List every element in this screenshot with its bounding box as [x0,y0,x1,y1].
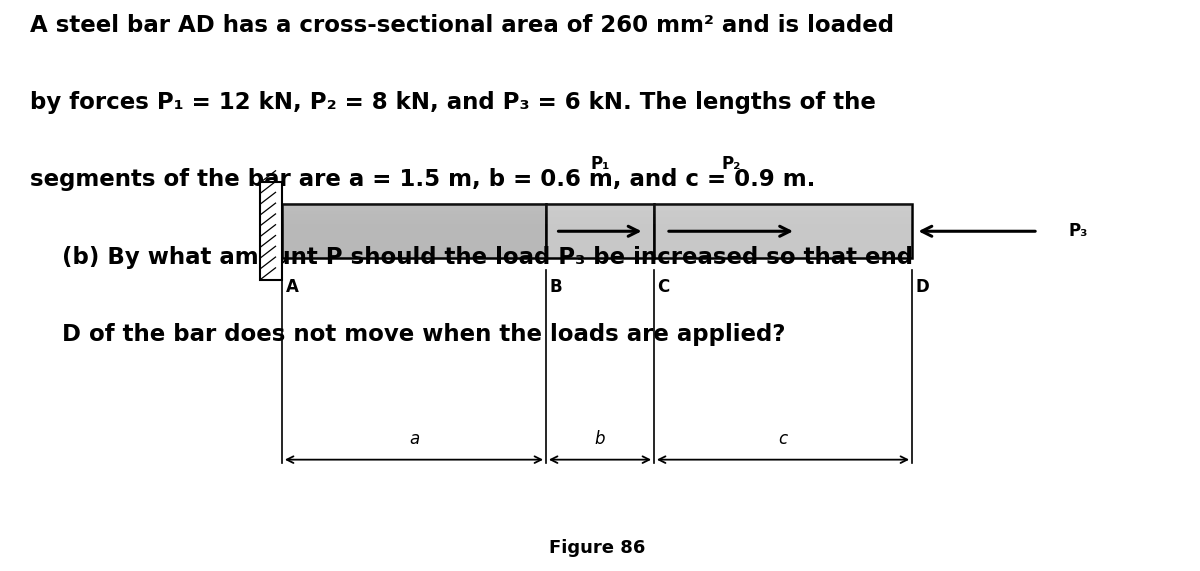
Bar [654,204,912,258]
Text: B: B [550,279,563,296]
Bar [282,204,546,258]
Text: D: D [916,279,929,296]
Text: by forces P₁ = 12 kN, P₂ = 8 kN, and P₃ = 6 kN. The lengths of the: by forces P₁ = 12 kN, P₂ = 8 kN, and P₃ … [30,91,876,114]
Text: b: b [595,430,605,448]
Bar [260,183,282,280]
Text: A steel bar AD has a cross-sectional area of 260 mm² and is loaded: A steel bar AD has a cross-sectional are… [30,14,894,37]
Text: c: c [779,430,787,448]
Text: C: C [658,279,670,296]
Bar [282,204,912,207]
Bar [282,211,912,214]
Text: Figure 86: Figure 86 [548,538,646,557]
Text: a: a [409,430,419,448]
Text: P₃: P₃ [1068,222,1087,240]
Bar [282,217,912,220]
Text: D of the bar does not move when the loads are applied?: D of the bar does not move when the load… [30,323,786,345]
Text: A: A [286,279,299,296]
Bar [282,220,912,224]
Text: P₂: P₂ [721,155,742,172]
Bar [282,214,912,217]
Text: (b) By what amount P should the load P₃ be increased so that end: (b) By what amount P should the load P₃ … [30,246,913,268]
Text: segments of the bar are a = 1.5 m, b = 0.6 m, and c = 0.9 m.: segments of the bar are a = 1.5 m, b = 0… [30,168,815,191]
Text: P₁: P₁ [590,155,610,172]
Bar [282,207,912,211]
Bar [546,204,654,258]
